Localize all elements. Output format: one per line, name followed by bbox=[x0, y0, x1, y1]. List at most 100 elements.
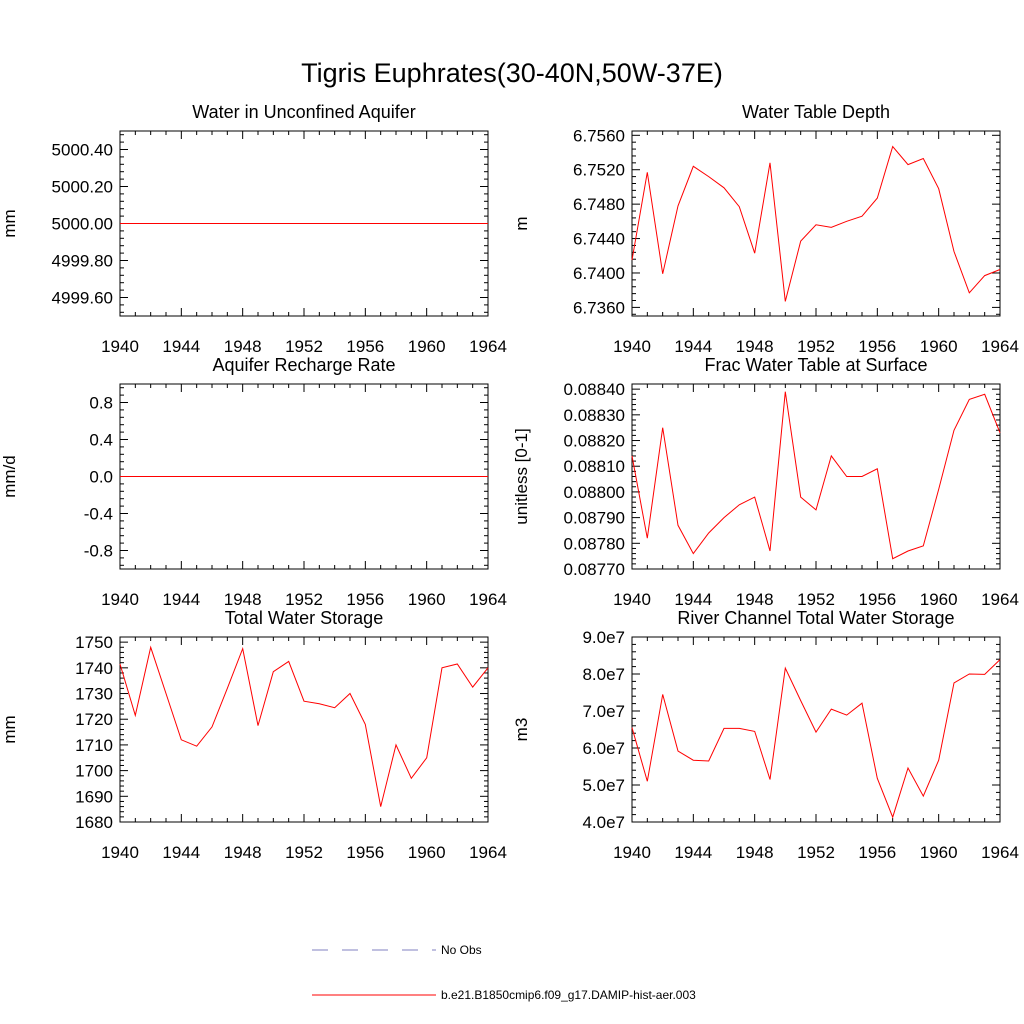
x-axis: 1940 1944 1948 1952 1956 1960 1964 bbox=[101, 384, 507, 609]
y-tick-label: 6.7520 bbox=[573, 161, 625, 180]
y-tick-label: 1690 bbox=[75, 787, 113, 806]
y-tick-label: 0.08840 bbox=[564, 380, 625, 399]
y-tick-label: 6.7440 bbox=[573, 230, 625, 249]
series-line bbox=[119, 645, 489, 807]
y-axis: 4.0e7 5.0e7 6.0e7 7.0e7 8.0e7 9.0e7 bbox=[582, 628, 1000, 832]
x-tick-label: 1944 bbox=[674, 337, 712, 356]
x-tick-label: 1948 bbox=[224, 843, 262, 862]
x-tick-label: 1940 bbox=[101, 590, 139, 609]
x-tick-label: 1960 bbox=[920, 337, 958, 356]
y-axis-label: mm/d bbox=[0, 455, 19, 498]
y-axis: 4999.60 4999.80 5000.00 5000.20 5000.40 bbox=[52, 134, 488, 313]
y-tick-label: 5000.00 bbox=[52, 215, 113, 234]
y-tick-label: 1750 bbox=[75, 633, 113, 652]
y-tick-label: 0.8 bbox=[89, 394, 113, 413]
x-tick-label: 1940 bbox=[613, 337, 651, 356]
y-tick-label: 8.0e7 bbox=[582, 665, 625, 684]
panel-river-channel-total-water-storage: River Channel Total Water Storage m3 1940 1… bbox=[512, 608, 1019, 862]
x-tick-label: 1956 bbox=[346, 590, 384, 609]
y-tick-label: 6.7560 bbox=[573, 126, 625, 145]
plot-frame bbox=[119, 636, 489, 823]
y-axis: -0.8 -0.4 0.0 0.4 0.8 bbox=[84, 387, 488, 566]
x-tick-label: 1956 bbox=[346, 843, 384, 862]
x-tick-label: 1952 bbox=[797, 590, 835, 609]
y-axis-label: mm bbox=[0, 715, 19, 743]
panel-frac-water-table-at-surface: Frac Water Table at Surface unitless [0-1… bbox=[512, 355, 1019, 609]
x-axis: 1940 1944 1948 1952 1956 1960 1964 bbox=[101, 131, 507, 356]
series-line bbox=[631, 145, 1001, 302]
x-tick-label: 1952 bbox=[285, 590, 323, 609]
x-tick-label: 1964 bbox=[981, 337, 1019, 356]
panel-title: Frac Water Table at Surface bbox=[704, 355, 927, 375]
y-tick-label: 4999.60 bbox=[52, 289, 113, 308]
y-axis-label: m bbox=[512, 216, 531, 230]
x-tick-label: 1964 bbox=[469, 590, 507, 609]
x-tick-label: 1956 bbox=[858, 337, 896, 356]
y-tick-label: 1740 bbox=[75, 659, 113, 678]
y-tick-label: 0.08770 bbox=[564, 560, 625, 579]
y-tick-label: 6.7360 bbox=[573, 298, 625, 317]
x-tick-label: 1948 bbox=[224, 590, 262, 609]
x-tick-label: 1944 bbox=[162, 590, 200, 609]
y-tick-label: 4999.80 bbox=[52, 252, 113, 271]
y-axis: 1680 1690 1700 1710 1720 1730 1740 1750 bbox=[75, 633, 488, 832]
y-tick-label: 0.4 bbox=[89, 431, 113, 450]
y-tick-label: 6.7400 bbox=[573, 264, 625, 283]
y-axis-label: mm bbox=[0, 209, 19, 237]
y-tick-label: 6.7480 bbox=[573, 195, 625, 214]
y-tick-label: 0.08780 bbox=[564, 534, 625, 553]
x-axis: 1940 1944 1948 1952 1956 1960 1964 bbox=[101, 637, 507, 862]
x-tick-label: 1948 bbox=[736, 843, 774, 862]
panel-title: Water Table Depth bbox=[742, 102, 890, 122]
y-axis-label: unitless [0-1] bbox=[512, 428, 531, 524]
y-tick-label: 0.08800 bbox=[564, 483, 625, 502]
x-tick-label: 1944 bbox=[162, 843, 200, 862]
x-tick-label: 1948 bbox=[224, 337, 262, 356]
x-tick-label: 1960 bbox=[408, 337, 446, 356]
x-tick-label: 1940 bbox=[101, 337, 139, 356]
y-tick-label: 0.0 bbox=[89, 468, 113, 487]
x-tick-label: 1960 bbox=[408, 590, 446, 609]
x-tick-label: 1940 bbox=[101, 843, 139, 862]
y-axis: 0.08770 0.08780 0.08790 0.08800 0.08810 0.088… bbox=[564, 380, 1000, 579]
y-tick-label: 5000.20 bbox=[52, 178, 113, 197]
x-tick-label: 1964 bbox=[469, 337, 507, 356]
y-tick-label: -0.4 bbox=[84, 505, 113, 524]
x-tick-label: 1964 bbox=[981, 590, 1019, 609]
x-tick-label: 1940 bbox=[613, 843, 651, 862]
legend-label-model: b.e21.B1850cmip6.f09_g17.DAMIP-hist-aer.… bbox=[441, 988, 696, 1002]
panel-title: Water in Unconfined Aquifer bbox=[192, 102, 415, 122]
y-tick-label: 6.0e7 bbox=[582, 739, 625, 758]
figure-title: Tigris Euphrates(30-40N,50W-37E) bbox=[301, 58, 723, 88]
plot-frame bbox=[631, 383, 1001, 570]
x-axis: 1940 1944 1948 1952 1956 1960 1964 bbox=[613, 384, 1019, 609]
x-axis: 1940 1944 1948 1952 1956 1960 1964 bbox=[613, 131, 1019, 356]
x-tick-label: 1940 bbox=[613, 590, 651, 609]
x-tick-label: 1956 bbox=[858, 843, 896, 862]
x-tick-label: 1952 bbox=[797, 843, 835, 862]
series-line bbox=[631, 659, 1001, 819]
series-line bbox=[631, 391, 1001, 560]
x-tick-label: 1960 bbox=[408, 843, 446, 862]
y-tick-label: 4.0e7 bbox=[582, 813, 625, 832]
x-tick-label: 1964 bbox=[469, 843, 507, 862]
y-tick-label: 0.08790 bbox=[564, 509, 625, 528]
y-tick-label: 1730 bbox=[75, 685, 113, 704]
plot-frame bbox=[631, 130, 1001, 317]
panel-title: River Channel Total Water Storage bbox=[677, 608, 954, 628]
y-axis-label: m3 bbox=[512, 718, 531, 742]
y-tick-label: 9.0e7 bbox=[582, 628, 625, 647]
y-tick-label: 1720 bbox=[75, 710, 113, 729]
panel-title: Aquifer Recharge Rate bbox=[212, 355, 395, 375]
legend: No Obs b.e21.B1850cmip6.f09_g17.DAMIP-hi… bbox=[312, 943, 696, 1002]
y-tick-label: 0.08820 bbox=[564, 432, 625, 451]
y-axis: 6.7360 6.7400 6.7440 6.7480 6.7520 6.7560 bbox=[573, 126, 1000, 317]
x-tick-label: 1952 bbox=[797, 337, 835, 356]
y-tick-label: 5.0e7 bbox=[582, 776, 625, 795]
legend-label-no-obs: No Obs bbox=[441, 943, 482, 957]
x-tick-label: 1944 bbox=[674, 843, 712, 862]
y-tick-label: 1680 bbox=[75, 813, 113, 832]
